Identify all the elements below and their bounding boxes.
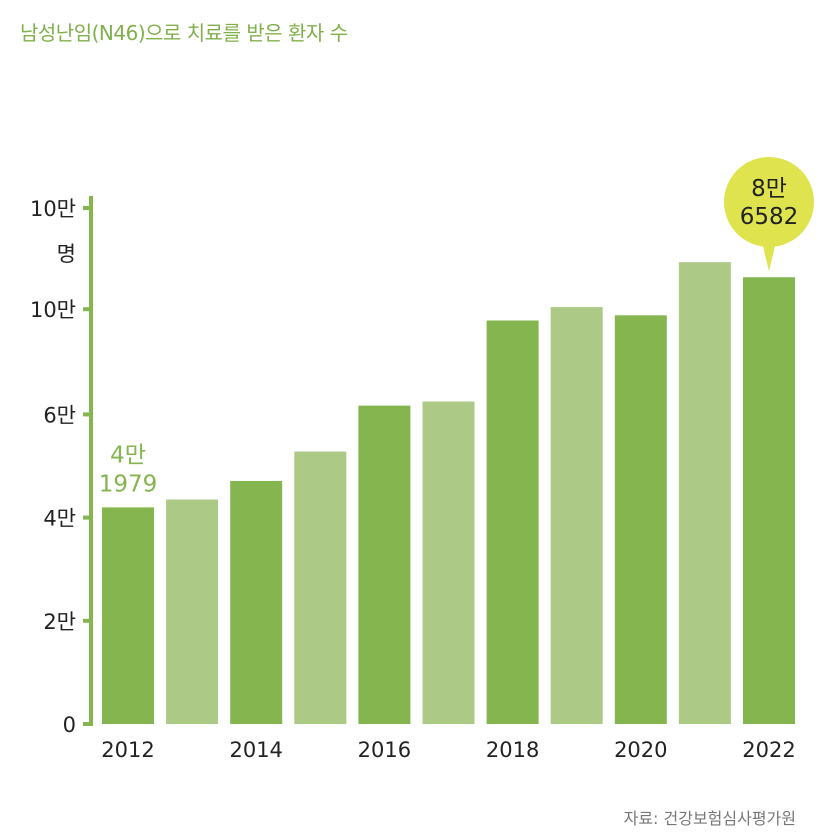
value-label-line1: 8만 [751, 176, 787, 202]
bar-2016 [358, 405, 411, 724]
chart-title: 남성난임(N46)으로 치료를 받은 환자 수 [20, 21, 348, 45]
value-label-line1: 4만 [110, 442, 146, 468]
y-tick-label: 0 [63, 713, 76, 737]
y-tick-label: 2만 [43, 610, 76, 634]
x-tick-label: 2020 [614, 738, 667, 762]
bar-2022 [743, 277, 795, 724]
x-tick-label: 2018 [486, 738, 539, 762]
bar-2020 [614, 315, 667, 724]
x-tick-label: 2022 [742, 738, 795, 762]
y-tick-label: 10만 [30, 197, 76, 221]
bar-2014 [230, 480, 283, 724]
y-tick-label: 10만 [30, 298, 76, 322]
value-label-line2: 1979 [99, 471, 158, 497]
x-tick-label: 2016 [358, 738, 411, 762]
bar-2017 [422, 401, 475, 724]
bar-2013 [166, 499, 219, 724]
source-note: 자료: 건강보험심사평가원 [623, 809, 796, 828]
bubble-pointer [762, 242, 776, 272]
value-bubble [724, 157, 814, 247]
y-tick-label: 6만 [43, 403, 76, 427]
bar-2019 [550, 307, 603, 724]
bar-2018 [486, 320, 539, 724]
y-tick-label: 4만 [43, 507, 76, 531]
x-tick-label: 2012 [101, 738, 154, 762]
bar-2015 [294, 451, 347, 724]
bar-2012 [102, 507, 154, 724]
x-tick-label: 2014 [229, 738, 282, 762]
y-unit-label: 명 [57, 242, 76, 266]
value-label-line2: 6582 [740, 204, 799, 230]
bar-2021 [678, 262, 731, 724]
